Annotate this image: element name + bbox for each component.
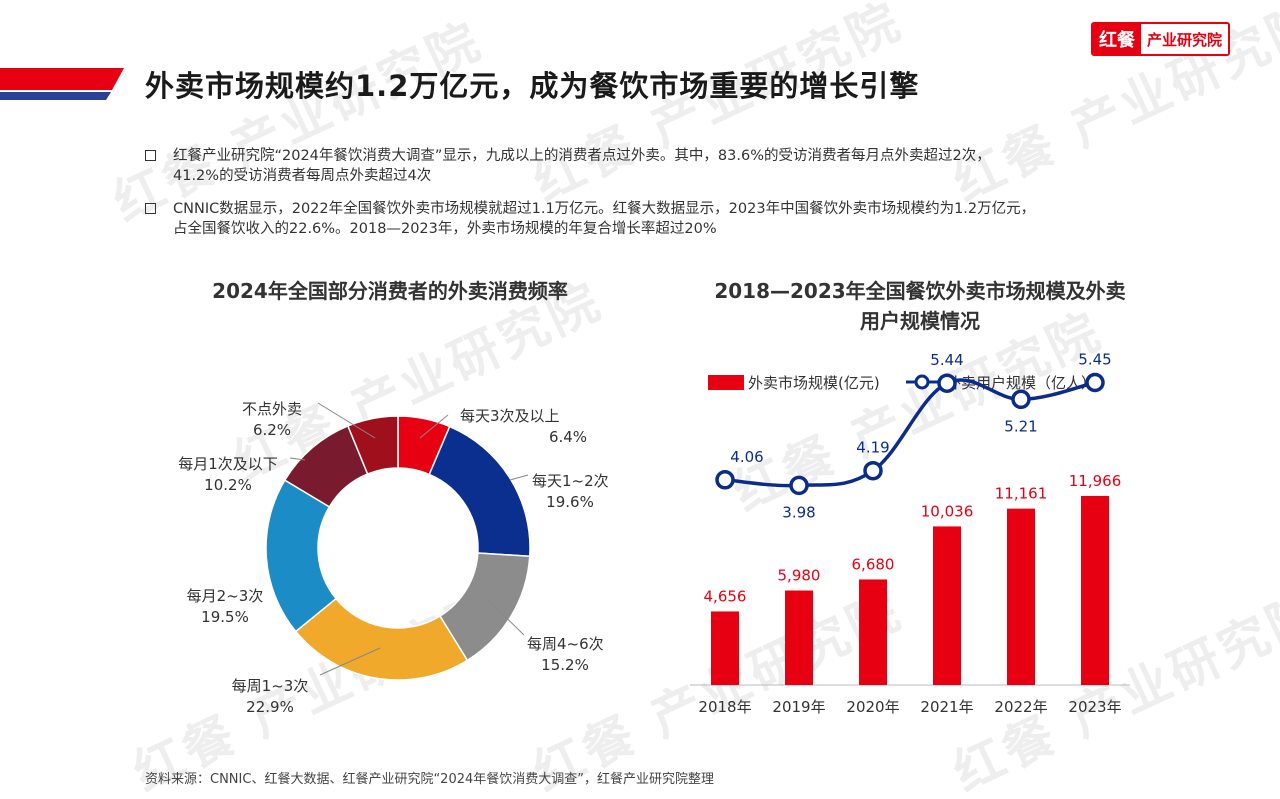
- legend-label-bar: 外卖市场规模(亿元): [748, 374, 880, 392]
- donut-category-label: 每天3次及以上: [460, 407, 560, 425]
- x-tick-label: 2021年: [920, 698, 973, 716]
- title-accent-stripes: [0, 68, 124, 100]
- source-note: 资料来源：CNNIC、红餐大数据、红餐产业研究院“2024年餐饮消费大调查”，红…: [145, 772, 714, 787]
- donut-value-label: 22.9%: [246, 698, 294, 716]
- bullet-line: CNNIC数据显示，2022年全国餐饮外卖市场规模就超过1.1万亿元。红餐大数据…: [173, 201, 1036, 217]
- bar-value-label: 5,980: [778, 567, 821, 585]
- square-bullet-icon: [145, 203, 156, 214]
- donut-value-label: 19.6%: [546, 493, 594, 511]
- brand-logo: 红餐 产业研究院: [1090, 22, 1230, 56]
- user-scale-point: [789, 475, 809, 496]
- x-tick-label: 2019年: [772, 698, 825, 716]
- legend-swatch-marker: [914, 374, 930, 390]
- bullet-list: 红餐产业研究院“2024年餐饮消费大调查”显示，九成以上的消费者点过外卖。其中，…: [145, 146, 1145, 252]
- donut-leader-line: [317, 402, 376, 439]
- donut-category-label: 每周1~3次: [232, 677, 309, 695]
- bullet-line: 41.2%的受访消费者每周点外卖超过4次: [173, 168, 432, 184]
- donut-category-label: 每周4~6次: [527, 635, 604, 653]
- bar-value-label: 11,966: [1069, 472, 1122, 490]
- donut-chart: 每天3次及以上 6.4% 每天1~2次 19.6% 每周4~6次 15.2% 每周1~3次 2…: [178, 400, 609, 716]
- donut-category-label: 每月2~3次: [187, 587, 264, 605]
- donut-value-label: 10.2%: [204, 476, 252, 494]
- donut-chart-title: 2024年全国部分消费者的外卖消费频率: [212, 279, 568, 303]
- x-tick-label: 2023年: [1068, 698, 1121, 716]
- page-title: 外卖市场规模约1.2万亿元，成为餐饮市场重要的增长引擎: [145, 69, 920, 103]
- line-value-label: 4.06: [730, 448, 763, 466]
- bullet-item: CNNIC数据显示，2022年全国餐饮外卖市场规模就超过1.1万亿元。红餐大数据…: [145, 199, 1145, 239]
- donut-category-label: 不点外卖: [242, 400, 302, 418]
- bar-value-label: 10,036: [921, 502, 974, 520]
- market-size-bar: [785, 590, 813, 685]
- combo-chart: 外卖市场规模(亿元) 外卖用户规模（亿人）4,6565,9806,68010,03…: [690, 351, 1130, 716]
- donut-value-label: 19.5%: [201, 608, 249, 626]
- donut-leader-line: [319, 647, 381, 676]
- market-size-bar: [1081, 495, 1109, 685]
- user-scale-point: [715, 470, 735, 490]
- donut-slice: [346, 415, 399, 475]
- user-scale-point: [1085, 372, 1105, 393]
- line-value-label: 3.98: [782, 503, 815, 521]
- combo-title-line: 用户规模情况: [860, 309, 980, 333]
- legend-swatch-bar: [708, 375, 744, 390]
- donut-slice: [428, 425, 531, 558]
- combo-chart-title: 2018—2023年全国餐饮外卖市场规模及外卖 用户规模情况: [660, 276, 1180, 336]
- donut-value-label: 6.2%: [253, 421, 291, 439]
- x-tick-label: 2018年: [698, 698, 751, 716]
- donut-category-label: 每天1~2次: [532, 472, 609, 490]
- user-scale-point: [1011, 389, 1031, 410]
- bar-value-label: 11,161: [995, 485, 1048, 503]
- user-scale-point: [863, 460, 883, 481]
- logo-mark: 红餐: [1092, 24, 1141, 54]
- donut-leader-line: [487, 599, 525, 636]
- donut-leader-line: [509, 474, 529, 481]
- bar-value-label: 4,656: [704, 587, 747, 605]
- line-value-label: 4.19: [856, 439, 889, 457]
- bullet-line: 红餐产业研究院“2024年餐饮消费大调查”显示，九成以上的消费者点过外卖。其中，…: [173, 148, 991, 164]
- bar-value-label: 6,680: [852, 555, 895, 573]
- user-scale-point: [937, 373, 957, 393]
- donut-leader-line: [289, 457, 306, 461]
- market-size-bar: [1007, 508, 1035, 685]
- market-size-bar: [933, 526, 961, 685]
- x-tick-label: 2022年: [994, 698, 1047, 716]
- line-value-label: 5.21: [1004, 417, 1037, 435]
- bullet-item: 红餐产业研究院“2024年餐饮消费大调查”显示，九成以上的消费者点过外卖。其中，…: [145, 146, 1145, 186]
- donut-value-label: 6.4%: [549, 428, 587, 446]
- line-value-label: 5.44: [930, 351, 963, 369]
- logo-text: 产业研究院: [1140, 24, 1228, 54]
- x-tick-label: 2020年: [846, 698, 899, 716]
- bullet-line: 占全国餐饮收入的22.6%。2018—2023年，外卖市场规模的年复合增长率超过…: [173, 221, 717, 237]
- donut-leader-line: [419, 414, 449, 439]
- donut-category-label: 每月1次及以下: [178, 455, 278, 473]
- combo-title-line: 2018—2023年全国餐饮外卖市场规模及外卖: [714, 279, 1126, 303]
- square-bullet-icon: [145, 150, 156, 161]
- donut-value-label: 15.2%: [541, 656, 589, 674]
- market-size-bar: [859, 579, 887, 685]
- line-value-label: 5.45: [1078, 351, 1111, 369]
- user-scale-line: [724, 378, 1096, 488]
- market-size-bar: [711, 611, 739, 685]
